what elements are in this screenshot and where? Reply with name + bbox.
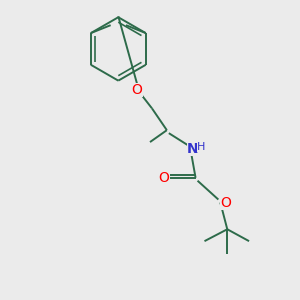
- Text: N: N: [187, 142, 198, 156]
- Text: H: H: [197, 142, 206, 152]
- Text: O: O: [158, 171, 169, 185]
- Text: O: O: [220, 196, 231, 209]
- Text: O: O: [132, 82, 142, 97]
